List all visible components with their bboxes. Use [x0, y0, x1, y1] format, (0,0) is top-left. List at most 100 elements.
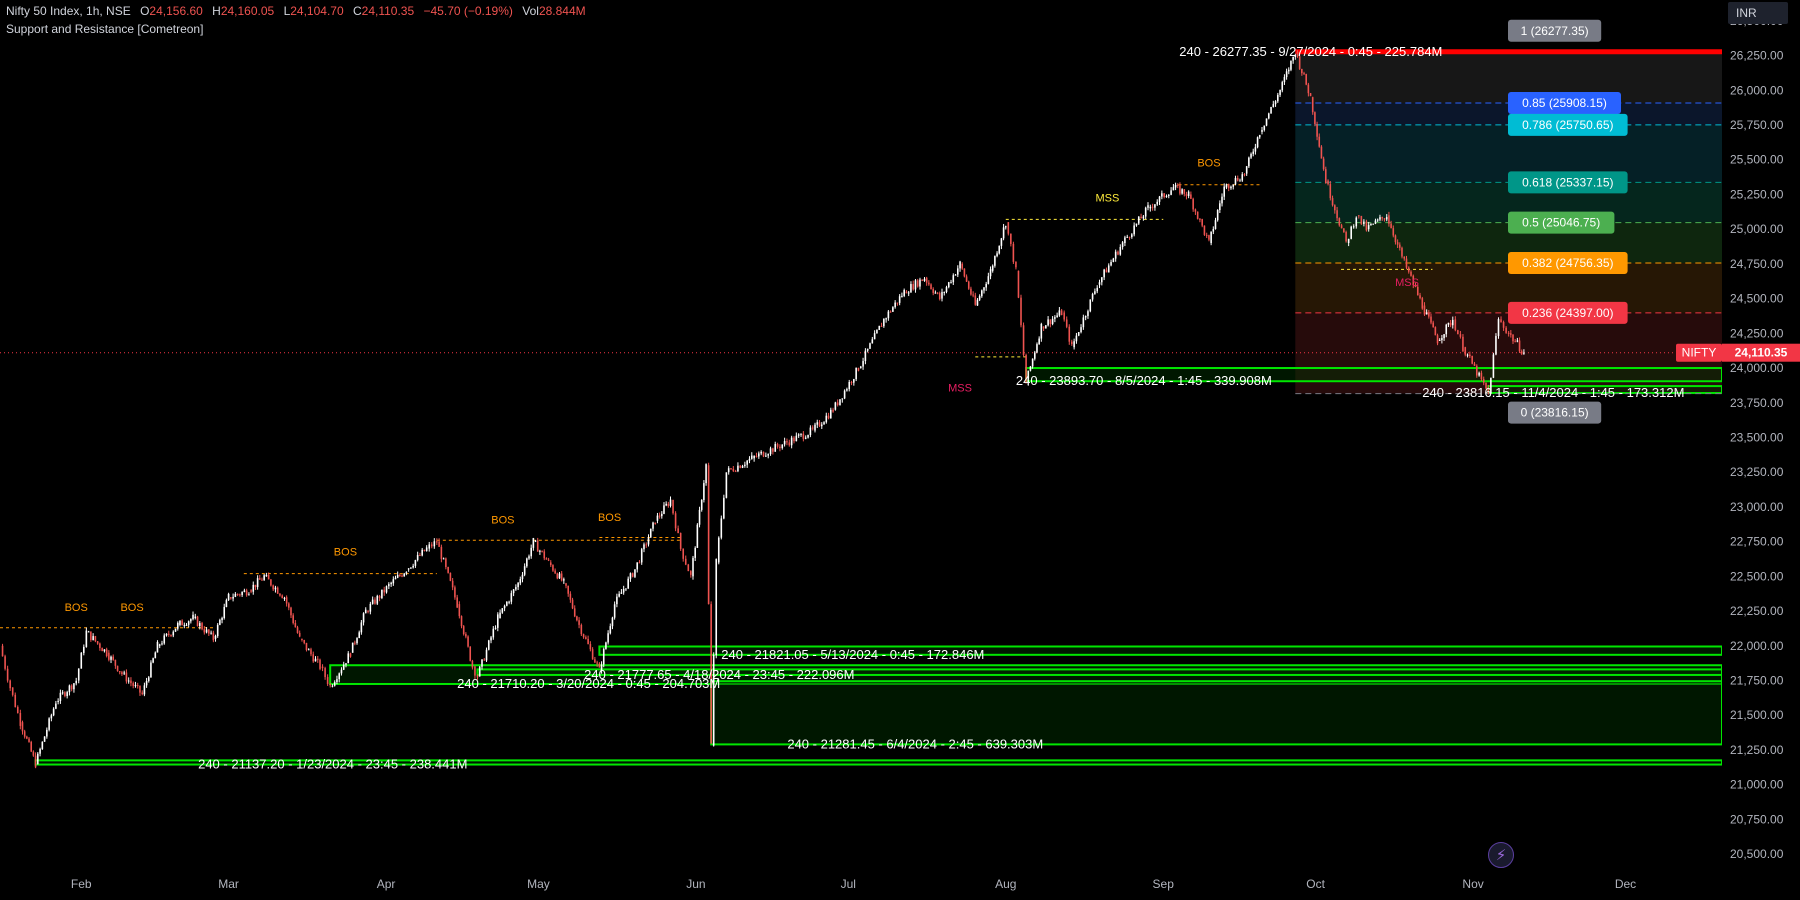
candle-body — [32, 751, 35, 756]
candle-body — [594, 659, 596, 663]
candle-body — [1500, 319, 1502, 323]
fib-label-box — [1508, 171, 1628, 194]
candle-body — [469, 646, 472, 661]
candle-body — [1020, 297, 1022, 326]
candle-body — [1507, 332, 1510, 334]
candle-body — [1305, 74, 1307, 85]
candle-body — [410, 567, 412, 569]
candle-body — [1363, 221, 1365, 224]
candle-body — [381, 589, 383, 599]
candle-body — [1119, 247, 1122, 255]
candle-body — [48, 718, 50, 730]
candle-body — [239, 594, 241, 596]
candle-body — [449, 572, 452, 581]
candle-body — [1051, 318, 1054, 324]
candle-body — [143, 685, 146, 695]
candle-body — [1436, 335, 1439, 344]
candle-body — [1421, 298, 1424, 309]
candle-body — [898, 296, 901, 303]
candle-body — [665, 503, 667, 506]
candle-body — [1355, 217, 1358, 227]
candle-body — [85, 630, 88, 647]
candle-body — [903, 290, 905, 296]
candle-body — [216, 624, 219, 637]
candle-body — [319, 659, 321, 669]
candle-body — [682, 548, 685, 559]
lightning-icon[interactable]: ⚡ — [1488, 842, 1514, 868]
candle-body — [221, 618, 223, 621]
fib-label-box — [1508, 19, 1602, 42]
candle-body — [1142, 216, 1145, 219]
candle-body — [1338, 218, 1341, 226]
candle-body — [715, 559, 718, 656]
candle-body — [1105, 269, 1108, 273]
candle-body — [585, 637, 587, 639]
candle-body — [190, 619, 192, 622]
candle-body — [223, 606, 226, 619]
candle-body — [203, 629, 206, 633]
candle-body — [1314, 112, 1316, 125]
candle-body — [1385, 217, 1388, 220]
candle-body — [1485, 382, 1487, 389]
currency-button[interactable]: INR — [1728, 2, 1788, 24]
candle-body — [1518, 340, 1521, 352]
candle-body — [1449, 322, 1452, 326]
candle-body — [1203, 225, 1206, 235]
candle-body — [1241, 174, 1244, 181]
fib-label-text: 0.618 (25337.15) — [1522, 175, 1613, 189]
candle-body — [1383, 218, 1386, 220]
mss-label: MSS — [1095, 192, 1119, 204]
candle-body — [705, 464, 707, 484]
last-price-tag: 24,110.35 — [1722, 343, 1800, 362]
candle-body — [797, 434, 800, 436]
symbol-title[interactable]: Nifty 50 Index, 1h, NSE — [6, 4, 131, 18]
candle-body — [1340, 225, 1343, 229]
candle-body — [661, 513, 663, 517]
candle-body — [1110, 262, 1112, 266]
candle-body — [1301, 68, 1303, 74]
candle-body — [885, 318, 887, 320]
candle-body — [1254, 147, 1257, 152]
candle-body — [1329, 184, 1332, 199]
candle-body — [970, 288, 972, 295]
candle-body — [848, 382, 851, 390]
candle-body — [510, 593, 513, 602]
candle-body — [1447, 322, 1450, 325]
candle-body — [1216, 210, 1219, 221]
indicator-title[interactable]: Support and Resistance [Cometreon] — [6, 22, 204, 36]
candle-body — [1239, 180, 1241, 182]
candle-body — [1128, 236, 1131, 238]
candle-body — [1365, 221, 1368, 231]
candle-body — [1047, 319, 1049, 326]
candle-body — [314, 658, 317, 662]
candle-body — [438, 541, 440, 547]
y-tick-label: 23,750.00 — [1730, 396, 1784, 410]
candle-body — [1261, 129, 1263, 132]
candle-body — [145, 680, 148, 686]
candle-body — [1038, 338, 1040, 345]
candle-body — [1250, 153, 1252, 158]
candle-body — [1087, 311, 1089, 317]
candle-body — [541, 550, 543, 552]
candle-body — [1192, 198, 1194, 210]
candle-body — [880, 325, 883, 327]
candle-body — [1285, 71, 1288, 78]
candle-body — [1232, 184, 1235, 187]
candle-body — [41, 741, 44, 750]
candle-body — [804, 437, 807, 439]
candle-body — [692, 557, 694, 577]
candle-body — [1298, 56, 1301, 69]
candle-body — [976, 299, 979, 306]
candle-body — [292, 615, 294, 624]
candle-body — [326, 677, 329, 684]
candle-body — [494, 627, 497, 629]
candle-body — [965, 276, 968, 282]
candle-body — [66, 692, 68, 697]
fib-label-box — [1508, 401, 1602, 424]
candle-body — [414, 560, 417, 566]
candle-body — [474, 666, 476, 676]
candle-body — [611, 617, 614, 627]
candle-body — [696, 524, 699, 548]
